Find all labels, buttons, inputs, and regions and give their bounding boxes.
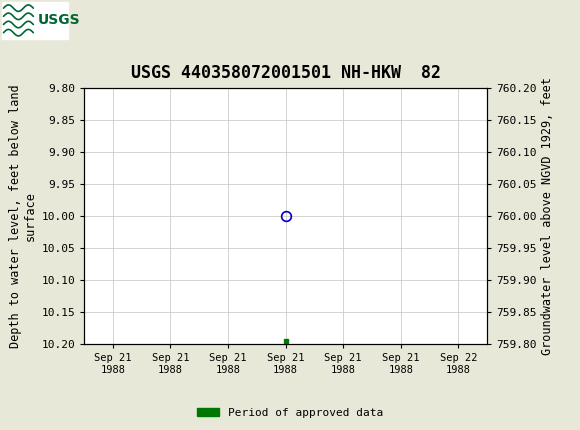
Title: USGS 440358072001501 NH-HKW  82: USGS 440358072001501 NH-HKW 82 — [130, 64, 441, 83]
Legend: Period of approved data: Period of approved data — [193, 403, 387, 422]
Bar — [2, 2, 68, 39]
Y-axis label: Depth to water level, feet below land
surface: Depth to water level, feet below land su… — [9, 84, 37, 348]
Text: USGS: USGS — [38, 13, 81, 28]
Y-axis label: Groundwater level above NGVD 1929, feet: Groundwater level above NGVD 1929, feet — [541, 77, 554, 355]
